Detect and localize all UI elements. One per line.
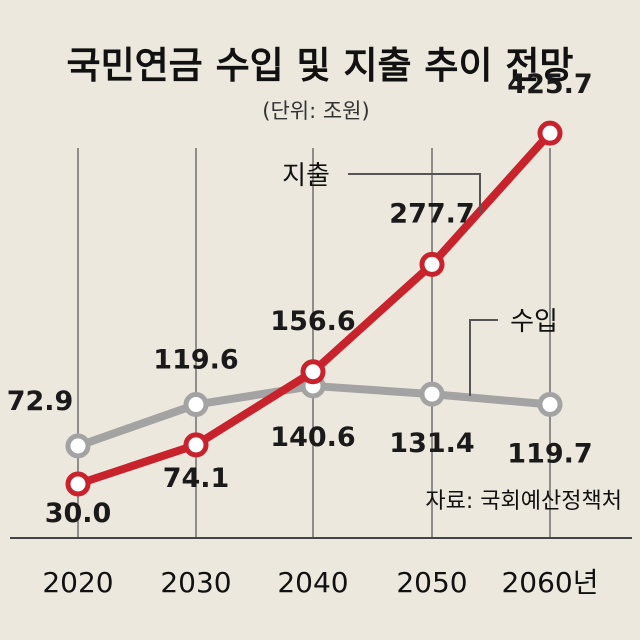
series-layer [65, 120, 563, 497]
income-point [537, 391, 563, 417]
x-tick-label: 2050 [396, 566, 467, 599]
x-axis-ticks: 2020 2030 2040 2050 2060년 [42, 566, 598, 599]
spending-value-label: 30.0 [45, 498, 112, 529]
income-value-label: 119.6 [153, 345, 238, 376]
legend-income: 수입 [469, 307, 558, 396]
income-point [65, 433, 91, 459]
income-value-label: 119.7 [507, 438, 592, 469]
legend-spending-label: 지출 [282, 161, 330, 191]
legend-income-leader [469, 319, 498, 396]
spending-value-label: 425.7 [507, 69, 592, 100]
spending-value-label: 74.1 [163, 463, 230, 494]
legend-income-label: 수입 [510, 307, 558, 337]
chart-unit: (단위: 조원) [262, 99, 369, 123]
x-tick-label: 2060년 [501, 566, 598, 599]
income-value-label: 140.6 [270, 422, 355, 453]
legend-spending-leader [348, 173, 481, 214]
income-value-label: 72.9 [7, 386, 74, 417]
spending-point [419, 251, 445, 277]
spending-point [183, 432, 209, 458]
value-labels: 72.9 119.6 140.6 131.4 119.7 30.0 74.1 156.6 277… [7, 69, 593, 529]
spending-point [65, 471, 91, 497]
source-note: 자료: 국회예산정책처 [425, 489, 622, 514]
spending-value-label: 277.7 [389, 198, 474, 229]
spending-point [300, 359, 326, 385]
spending-value-label: 156.6 [270, 306, 355, 337]
income-value-label: 131.4 [389, 428, 474, 459]
x-tick-label: 2040 [277, 566, 348, 599]
spending-point [537, 120, 563, 146]
x-tick-label: 2020 [42, 566, 113, 599]
income-point [419, 381, 445, 407]
income-point [183, 392, 209, 418]
chart-title: 국민연금 수입 및 지출 추이 전망 [67, 44, 574, 87]
x-tick-label: 2030 [160, 566, 231, 599]
legend-spending: 지출 [282, 161, 481, 214]
